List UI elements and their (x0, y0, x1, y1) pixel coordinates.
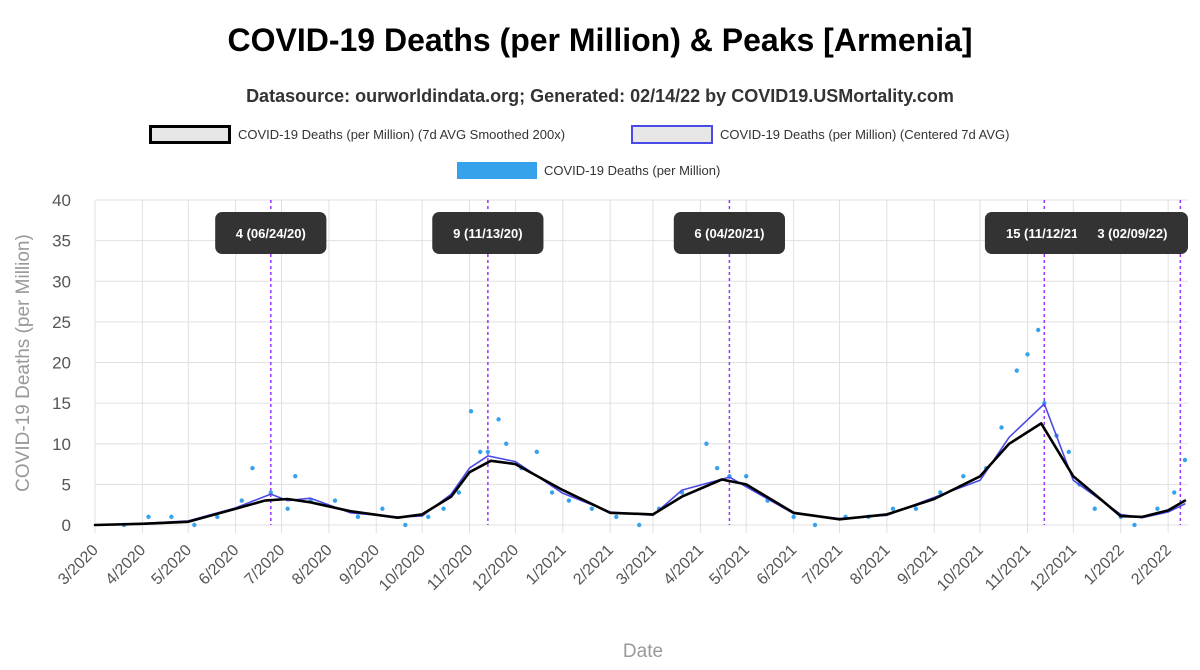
raw-data-point (380, 507, 384, 511)
y-tick-label: 40 (52, 191, 71, 210)
x-tick-label: 5/2020 (148, 542, 195, 589)
raw-data-point (426, 515, 430, 519)
x-tick-label: 5/2021 (706, 542, 753, 589)
raw-data-point (614, 515, 618, 519)
raw-data-point (457, 490, 461, 494)
raw-data-point (469, 409, 473, 413)
raw-data-point (1172, 490, 1176, 494)
raw-data-point (250, 466, 254, 470)
x-tick-label: 12/2020 (469, 542, 522, 595)
x-tick-label: 3/2021 (613, 542, 660, 589)
raw-data-point (590, 507, 594, 511)
raw-data-point (169, 515, 173, 519)
x-axis-label: Date (623, 641, 663, 662)
peak-annotation-label: 3 (02/09/22) (1097, 226, 1167, 241)
raw-data-point (999, 425, 1003, 429)
raw-data-point (914, 507, 918, 511)
raw-data-point (285, 507, 289, 511)
y-tick-label: 10 (52, 435, 71, 454)
raw-data-point (813, 523, 817, 527)
raw-data-point (1036, 328, 1040, 332)
x-tick-label: 8/2020 (289, 542, 336, 589)
line-series (95, 404, 1185, 525)
raw-data-point (715, 466, 719, 470)
x-tick-label: 10/2021 (934, 542, 987, 595)
x-tick-label: 7/2020 (242, 542, 289, 589)
x-tick-label: 3/2020 (55, 542, 102, 589)
y-tick-label: 25 (52, 313, 71, 332)
x-tick-label: 8/2021 (847, 542, 894, 589)
y-tick-label: 20 (52, 354, 71, 373)
raw-data-point (891, 507, 895, 511)
x-tick-label: 4/2020 (103, 542, 150, 589)
raw-data-point (1093, 507, 1097, 511)
raw-data-point (744, 474, 748, 478)
raw-data-point (486, 450, 490, 454)
peak-annotation: 6 (04/20/21) (674, 212, 785, 254)
y-axis-ticks: 0 5 10 15 20 25 30 35 40 (52, 191, 71, 535)
y-tick-label: 0 (62, 516, 71, 535)
x-tick-label: 11/2021 (982, 542, 1034, 594)
raw-data-point (1025, 352, 1029, 356)
raw-data-point (1132, 523, 1136, 527)
peak-annotation-label: 15 (11/12/21) (1006, 226, 1083, 241)
raw-data-point (1183, 458, 1187, 462)
raw-data-point (496, 417, 500, 421)
y-tick-label: 5 (62, 475, 71, 494)
raw-data-point (478, 450, 482, 454)
raw-data-point (356, 515, 360, 519)
raw-data-point (961, 474, 965, 478)
raw-data-point (333, 498, 337, 502)
x-tick-label: 2/2022 (1128, 542, 1175, 589)
peak-annotation: 4 (06/24/20) (215, 212, 326, 254)
x-tick-label: 12/2021 (1027, 542, 1080, 595)
x-tick-label: 11/2020 (424, 542, 476, 594)
raw-data-point (1015, 368, 1019, 372)
x-axis-ticks: 3/2020 4/2020 5/2020 6/2020 7/2020 8/2020 9/20… (55, 542, 1175, 595)
raw-data-point (441, 507, 445, 511)
raw-data-point (146, 515, 150, 519)
peak-annotation: 9 (11/13/20) (432, 212, 543, 254)
raw-data-point (637, 523, 641, 527)
raw-data-point (293, 474, 297, 478)
y-axis-label: COVID-19 Deaths (per Million) (13, 234, 34, 492)
raw-data-point (240, 498, 244, 502)
x-tick-label: 7/2021 (800, 542, 847, 589)
peak-annotation-label: 6 (04/20/21) (694, 226, 764, 241)
raw-data-point (791, 515, 795, 519)
peak-annotation-label: 4 (06/24/20) (236, 226, 306, 241)
centered-7d-avg-line (95, 404, 1185, 525)
raw-data-point (1067, 450, 1071, 454)
x-tick-label: 6/2020 (196, 542, 243, 589)
x-tick-label: 4/2021 (661, 542, 708, 589)
raw-data-point (403, 523, 407, 527)
raw-data-point (535, 450, 539, 454)
x-tick-label: 2/2021 (570, 542, 617, 589)
peak-annotations: 4 (06/24/20) 9 (11/13/20) 6 (04/20/21) 15 (… (215, 212, 1188, 254)
raw-data-point (192, 523, 196, 527)
y-tick-label: 15 (52, 394, 71, 413)
raw-data-point (550, 490, 554, 494)
raw-data-point (704, 442, 708, 446)
y-tick-label: 30 (52, 272, 71, 291)
x-tick-label: 10/2020 (376, 542, 429, 595)
raw-data-point (504, 442, 508, 446)
smoothed-line (95, 423, 1185, 525)
raw-data-point (1155, 507, 1159, 511)
y-tick-label: 35 (52, 232, 71, 251)
raw-data-point (567, 498, 571, 502)
x-tick-label: 6/2021 (754, 542, 801, 589)
x-tick-label: 1/2022 (1081, 542, 1128, 589)
x-tick-label: 1/2021 (523, 542, 570, 589)
peak-annotation-label: 9 (11/13/20) (453, 226, 522, 241)
peak-annotation: 3 (02/09/22) (1077, 212, 1188, 254)
